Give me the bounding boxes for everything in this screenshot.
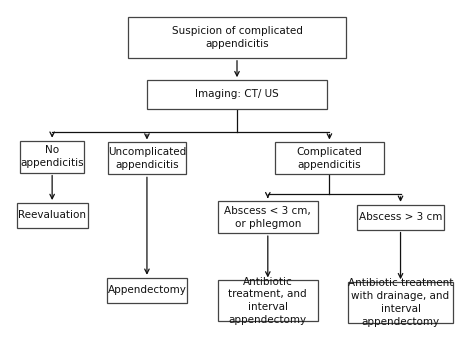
FancyBboxPatch shape — [356, 205, 444, 230]
Text: Reevaluation: Reevaluation — [18, 210, 86, 220]
Text: Abscess > 3 cm: Abscess > 3 cm — [359, 212, 442, 222]
Text: Antibiotic
treatment, and
interval
appendectomy: Antibiotic treatment, and interval appen… — [228, 277, 307, 325]
FancyBboxPatch shape — [20, 141, 84, 173]
FancyBboxPatch shape — [108, 142, 186, 174]
Text: Imaging: CT/ US: Imaging: CT/ US — [195, 89, 279, 99]
Text: No
appendicitis: No appendicitis — [20, 145, 84, 168]
FancyBboxPatch shape — [348, 282, 453, 323]
Text: Appendectomy: Appendectomy — [108, 285, 186, 295]
Text: Antibiotic treatment
with drainage, and
interval
appendectomy: Antibiotic treatment with drainage, and … — [348, 278, 453, 327]
FancyBboxPatch shape — [128, 17, 346, 58]
FancyBboxPatch shape — [218, 281, 318, 321]
FancyBboxPatch shape — [275, 142, 384, 174]
Text: Uncomplicated
appendicitis: Uncomplicated appendicitis — [108, 147, 186, 170]
FancyBboxPatch shape — [107, 278, 187, 303]
FancyBboxPatch shape — [218, 201, 318, 233]
FancyBboxPatch shape — [147, 80, 327, 109]
FancyBboxPatch shape — [17, 203, 88, 228]
Text: Suspicion of complicated
appendicitis: Suspicion of complicated appendicitis — [172, 26, 302, 49]
Text: Abscess < 3 cm,
or phlegmon: Abscess < 3 cm, or phlegmon — [224, 206, 311, 229]
Text: Complicated
appendicitis: Complicated appendicitis — [297, 147, 362, 170]
